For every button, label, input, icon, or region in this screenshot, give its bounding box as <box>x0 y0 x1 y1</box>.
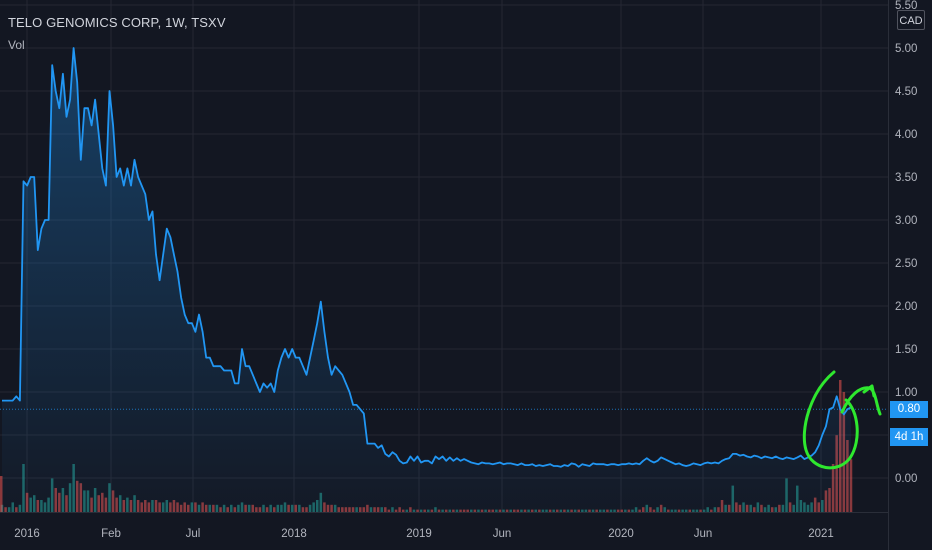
price-axis-tick-label: 1.00 <box>895 387 917 399</box>
price-axis-tick-label: 4.50 <box>895 86 917 98</box>
price-axis-tick-label: 2.00 <box>895 301 917 313</box>
time-axis-tick-label: 2020 <box>608 528 634 540</box>
price-axis-tick-label: 5.50 <box>895 0 917 12</box>
price-axis-tick-label: 1.50 <box>895 344 917 356</box>
volume-legend-label: Vol <box>8 38 25 52</box>
last-price-tag: 0.80 <box>890 401 928 418</box>
time-axis-tick-label: Jun <box>493 528 512 540</box>
price-axis-tick-label: 3.00 <box>895 215 917 227</box>
price-axis-tick-label: 4.00 <box>895 129 917 141</box>
time-axis-tick-label: Jul <box>186 528 201 540</box>
price-axis-tick-label: 0.00 <box>895 473 917 485</box>
chart-title: TELO GENOMICS CORP, 1W, TSXV <box>8 15 226 30</box>
price-axis-tick-label: 3.50 <box>895 172 917 184</box>
time-axis-tick-label: Jun <box>694 528 713 540</box>
price-line-series <box>2 47 852 468</box>
annotation-circle <box>802 370 859 470</box>
price-area-fill <box>2 48 851 512</box>
price-axis-tick-label: 5.00 <box>895 43 917 55</box>
annotation-arrow <box>840 384 882 416</box>
volume-bar <box>0 476 3 512</box>
price-axis-tick-label: 2.50 <box>895 258 917 270</box>
time-axis-tick-label: Feb <box>101 528 121 540</box>
time-axis-tick-label: 2021 <box>808 528 834 540</box>
currency-badge[interactable]: CAD <box>897 10 925 30</box>
time-axis-tick-label: 2019 <box>406 528 432 540</box>
time-axis-tick-label: 2016 <box>14 528 40 540</box>
bar-countdown-tag: 4d 1h <box>890 428 928 446</box>
time-axis-tick-label: 2018 <box>281 528 307 540</box>
